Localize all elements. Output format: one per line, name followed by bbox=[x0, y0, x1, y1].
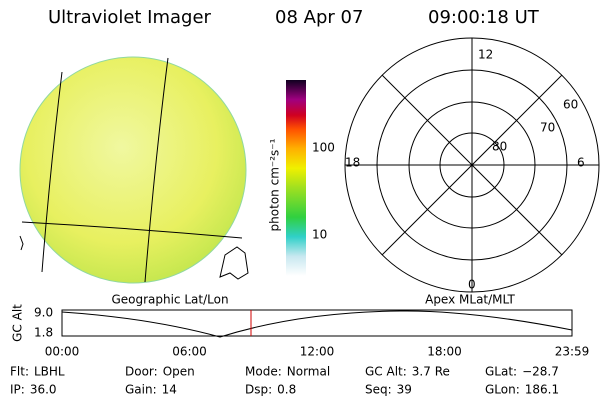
altitude-ytick: 1.8 bbox=[34, 326, 53, 340]
colorbar bbox=[286, 80, 306, 276]
field-label: GLat: bbox=[485, 365, 517, 379]
lat-label: 80 bbox=[492, 140, 507, 154]
colorbar-tick: 100 bbox=[312, 141, 335, 155]
mlt-label: 0 bbox=[468, 278, 476, 292]
field-value: 14 bbox=[162, 383, 177, 397]
altitude-xtick: 23:59 bbox=[555, 345, 590, 359]
time: 09:00:18 UT bbox=[428, 7, 540, 28]
field-label: IP: bbox=[10, 383, 25, 397]
polar-grid bbox=[344, 37, 600, 293]
mlt-label: 18 bbox=[345, 156, 360, 170]
field-label: GLon: bbox=[485, 383, 520, 397]
altitude-xtick: 06:00 bbox=[172, 345, 207, 359]
field-value: 39 bbox=[397, 383, 412, 397]
lat-label: 60 bbox=[563, 98, 578, 112]
altitude-xtick: 00:00 bbox=[45, 345, 80, 359]
field-label: Flt: bbox=[10, 365, 29, 379]
mlt-label: 12 bbox=[478, 48, 493, 62]
title: Ultraviolet Imager bbox=[48, 7, 212, 28]
colorbar-label: photon cm⁻²s⁻¹ bbox=[268, 138, 282, 231]
altitude-ytick: 9.0 bbox=[34, 306, 53, 320]
field-value: −28.7 bbox=[522, 365, 559, 379]
altitude-curve bbox=[61, 310, 573, 338]
field-value: 36.0 bbox=[30, 383, 57, 397]
field-value: 0.8 bbox=[277, 383, 296, 397]
altitude-frame bbox=[61, 309, 573, 337]
lat-label: 70 bbox=[540, 121, 555, 135]
field-label: Seq: bbox=[365, 383, 392, 397]
panel-label: Geographic Lat/Lon bbox=[111, 293, 228, 307]
field-label: Gain: bbox=[125, 383, 157, 397]
field-value: LBHL bbox=[34, 365, 65, 379]
mlt-label: 6 bbox=[577, 156, 585, 170]
altitude-xtick: 18:00 bbox=[427, 345, 462, 359]
field-value: Normal bbox=[287, 365, 330, 379]
field-label: Dsp: bbox=[245, 383, 272, 397]
earth-image bbox=[19, 56, 249, 284]
field-value: 3.7 Re bbox=[412, 365, 450, 379]
panel-label: Apex MLat/MLT bbox=[425, 293, 515, 307]
field-label: Mode: bbox=[245, 365, 282, 379]
colorbar-tick: 10 bbox=[312, 228, 327, 242]
field-label: Door: bbox=[125, 365, 158, 379]
field-value: 186.1 bbox=[525, 383, 559, 397]
field-value: Open bbox=[163, 365, 195, 379]
altitude-xtick: 12:00 bbox=[300, 345, 335, 359]
field-label: GC Alt: bbox=[365, 365, 407, 379]
altitude-ylabel: GC Alt bbox=[11, 304, 25, 342]
date: 08 Apr 07 bbox=[275, 7, 363, 28]
